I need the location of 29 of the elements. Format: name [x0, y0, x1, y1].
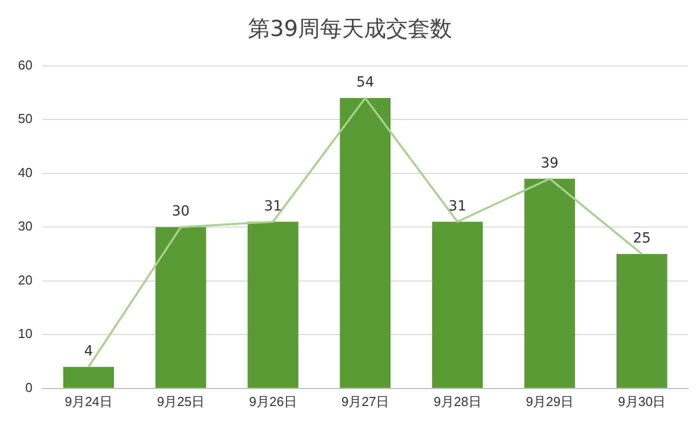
data-label: 54 [356, 74, 374, 91]
data-label: 30 [172, 204, 190, 220]
data-label: 39 [540, 155, 559, 172]
data-label: 25 [632, 230, 651, 247]
y-tick-label: 10 [18, 326, 32, 342]
data-label: 31 [264, 198, 282, 214]
bar [63, 366, 114, 388]
y-tick-label: 30 [18, 218, 32, 234]
bar [248, 222, 298, 388]
y-tick-label: 20 [18, 272, 32, 288]
x-tick-label: 9月24日 [64, 394, 112, 409]
x-tick-label: 9月28日 [434, 394, 482, 409]
bar [524, 178, 576, 388]
bar [340, 98, 391, 388]
y-tick-label: 40 [18, 164, 32, 180]
bar [432, 222, 483, 388]
y-tick-label: 60 [18, 57, 32, 72]
x-tick-label: 9月29日 [526, 394, 574, 409]
bar [616, 254, 668, 388]
bar [155, 227, 206, 388]
data-label: 31 [448, 198, 466, 214]
x-tick-label: 9月25日 [156, 394, 205, 409]
y-tick-label: 0 [25, 380, 32, 395]
data-label: 4 [84, 344, 94, 360]
chart-title: 第39周每天成交套数 [247, 16, 453, 44]
x-tick-label: 9月30日 [618, 394, 666, 409]
y-tick-label: 50 [18, 111, 32, 126]
x-tick-label: 9月27日 [341, 394, 390, 409]
x-tick-label: 9月26日 [249, 394, 297, 409]
